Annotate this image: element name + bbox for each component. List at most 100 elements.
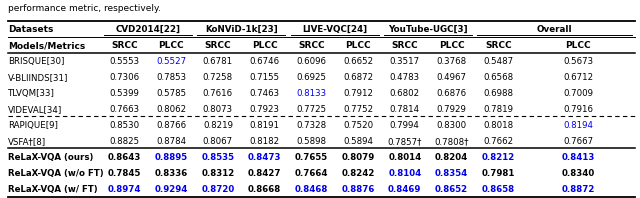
Text: BRISQUE[30]: BRISQUE[30] [8, 57, 64, 66]
Text: 0.8204: 0.8204 [435, 153, 468, 162]
Text: RAPIQUE[9]: RAPIQUE[9] [8, 121, 58, 130]
Text: 0.6746: 0.6746 [250, 57, 280, 66]
Text: 0.7616: 0.7616 [203, 89, 233, 98]
Text: 0.8104: 0.8104 [388, 169, 421, 178]
Text: 0.5785: 0.5785 [156, 89, 186, 98]
Text: 0.3517: 0.3517 [390, 57, 420, 66]
Text: 0.7520: 0.7520 [343, 121, 373, 130]
Text: 0.8643: 0.8643 [108, 153, 141, 162]
Text: SRCC: SRCC [392, 41, 418, 50]
Text: 0.9294: 0.9294 [154, 185, 188, 194]
Text: 0.8014: 0.8014 [388, 153, 421, 162]
Text: 0.8872: 0.8872 [561, 185, 595, 194]
Text: 0.8427: 0.8427 [248, 169, 282, 178]
Text: 0.8079: 0.8079 [342, 153, 374, 162]
Text: TLVQM[33]: TLVQM[33] [8, 89, 54, 98]
Text: 0.8354: 0.8354 [435, 169, 468, 178]
Text: LIVE-VQC[24]: LIVE-VQC[24] [302, 25, 367, 34]
Text: CVD2014[22]: CVD2014[22] [115, 25, 180, 34]
Text: VIDEVAL[34]: VIDEVAL[34] [8, 105, 62, 114]
Text: 0.7258: 0.7258 [203, 73, 233, 82]
Text: 0.7981: 0.7981 [481, 169, 515, 178]
Text: 0.8413: 0.8413 [561, 153, 595, 162]
Text: 0.7916: 0.7916 [563, 105, 593, 114]
Text: 0.8766: 0.8766 [156, 121, 186, 130]
Text: 0.7752: 0.7752 [343, 105, 373, 114]
Text: 0.8212: 0.8212 [482, 153, 515, 162]
Text: 0.7857†: 0.7857† [388, 137, 422, 146]
Text: 0.8530: 0.8530 [109, 121, 140, 130]
Text: 0.6872: 0.6872 [343, 73, 373, 82]
Text: 0.8300: 0.8300 [436, 121, 467, 130]
Text: 0.8340: 0.8340 [562, 169, 595, 178]
Text: 0.8182: 0.8182 [250, 137, 280, 146]
Text: 0.8018: 0.8018 [483, 121, 513, 130]
Text: SRCC: SRCC [205, 41, 231, 50]
Text: PLCC: PLCC [158, 41, 184, 50]
Text: 0.4783: 0.4783 [390, 73, 420, 82]
Text: 0.8658: 0.8658 [482, 185, 515, 194]
Text: SRCC: SRCC [111, 41, 138, 50]
Text: 0.8473: 0.8473 [248, 153, 282, 162]
Text: 0.6568: 0.6568 [483, 73, 513, 82]
Text: SRCC: SRCC [485, 41, 511, 50]
Text: 0.8219: 0.8219 [203, 121, 233, 130]
Text: V-BLIINDS[31]: V-BLIINDS[31] [8, 73, 68, 82]
Text: 0.7814: 0.7814 [390, 105, 420, 114]
Text: ReLaX-VQA (w/ FT): ReLaX-VQA (w/ FT) [8, 185, 97, 194]
Text: 0.7845: 0.7845 [108, 169, 141, 178]
Text: 0.8825: 0.8825 [109, 137, 140, 146]
Text: SRCC: SRCC [298, 41, 324, 50]
Text: YouTube-UGC[3]: YouTube-UGC[3] [388, 25, 468, 34]
Text: 0.7463: 0.7463 [250, 89, 280, 98]
Text: performance metric, respectively.: performance metric, respectively. [8, 4, 161, 13]
Text: 0.7853: 0.7853 [156, 73, 186, 82]
Text: PLCC: PLCC [345, 41, 371, 50]
Text: 0.5399: 0.5399 [109, 89, 140, 98]
Text: 0.6802: 0.6802 [390, 89, 420, 98]
Text: 0.7912: 0.7912 [343, 89, 373, 98]
Text: 0.5553: 0.5553 [109, 57, 140, 66]
Text: PLCC: PLCC [438, 41, 465, 50]
Text: 0.7306: 0.7306 [109, 73, 140, 82]
Text: 0.6781: 0.6781 [203, 57, 233, 66]
Text: 0.8468: 0.8468 [294, 185, 328, 194]
Text: 0.8067: 0.8067 [203, 137, 233, 146]
Text: 0.8652: 0.8652 [435, 185, 468, 194]
Text: 0.6925: 0.6925 [296, 73, 326, 82]
Text: 0.7328: 0.7328 [296, 121, 326, 130]
Text: 0.5898: 0.5898 [296, 137, 326, 146]
Text: 0.7923: 0.7923 [250, 105, 280, 114]
Text: 0.8895: 0.8895 [155, 153, 188, 162]
Text: PLCC: PLCC [252, 41, 278, 50]
Text: 0.8469: 0.8469 [388, 185, 422, 194]
Text: 0.8535: 0.8535 [202, 153, 234, 162]
Text: 0.5487: 0.5487 [483, 57, 513, 66]
Text: VSFA†[8]: VSFA†[8] [8, 137, 46, 146]
Text: 0.8312: 0.8312 [202, 169, 234, 178]
Text: 0.3768: 0.3768 [436, 57, 467, 66]
Text: 0.6096: 0.6096 [296, 57, 326, 66]
Text: 0.5673: 0.5673 [563, 57, 593, 66]
Text: 0.4967: 0.4967 [436, 73, 467, 82]
Text: 0.8242: 0.8242 [341, 169, 375, 178]
Text: 0.8073: 0.8073 [203, 105, 233, 114]
Text: 0.7667: 0.7667 [563, 137, 593, 146]
Text: 0.7662: 0.7662 [483, 137, 513, 146]
Text: 0.8194: 0.8194 [563, 121, 593, 130]
Text: 0.6712: 0.6712 [563, 73, 593, 82]
Text: 0.8062: 0.8062 [156, 105, 186, 114]
Text: 0.8876: 0.8876 [341, 185, 375, 194]
Text: 0.8720: 0.8720 [202, 185, 234, 194]
Text: Datasets: Datasets [8, 25, 53, 34]
Text: KoNViD-1k[23]: KoNViD-1k[23] [205, 25, 278, 34]
Text: 0.8336: 0.8336 [155, 169, 188, 178]
Text: Overall: Overall [537, 25, 573, 34]
Text: 0.7664: 0.7664 [294, 169, 328, 178]
Text: 0.6652: 0.6652 [343, 57, 373, 66]
Text: 0.8668: 0.8668 [248, 185, 281, 194]
Text: PLCC: PLCC [565, 41, 591, 50]
Text: 0.7808†: 0.7808† [435, 137, 468, 146]
Text: 0.8191: 0.8191 [250, 121, 280, 130]
Text: 0.8974: 0.8974 [108, 185, 141, 194]
